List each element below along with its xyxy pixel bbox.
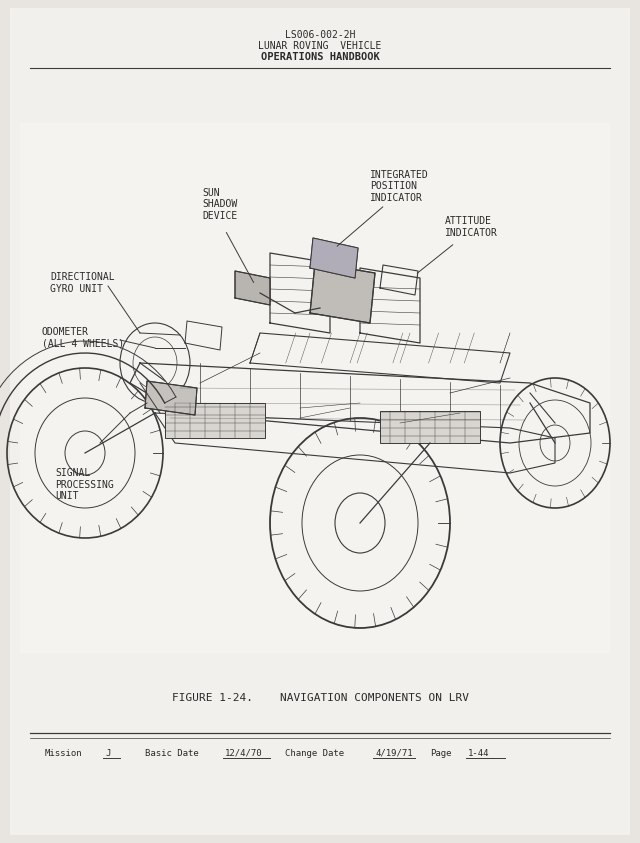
Polygon shape bbox=[235, 271, 270, 305]
Bar bbox=[165, 403, 265, 438]
Text: Page: Page bbox=[430, 749, 451, 758]
Text: Mission: Mission bbox=[45, 749, 83, 758]
Text: 4/19/71: 4/19/71 bbox=[375, 749, 413, 758]
Text: ATTITUDE
INDICATOR: ATTITUDE INDICATOR bbox=[445, 217, 498, 238]
Text: INTEGRATED
POSITION
INDICATOR: INTEGRATED POSITION INDICATOR bbox=[370, 169, 429, 203]
Text: LS006-002-2H: LS006-002-2H bbox=[285, 30, 355, 40]
Polygon shape bbox=[310, 238, 358, 278]
Text: J: J bbox=[105, 749, 110, 758]
Text: SUN
SHADOW
DEVICE: SUN SHADOW DEVICE bbox=[202, 188, 237, 221]
Text: FIGURE 1-24.    NAVIGATION COMPONENTS ON LRV: FIGURE 1-24. NAVIGATION COMPONENTS ON LR… bbox=[172, 693, 468, 703]
Text: SIGNAL
PROCESSING
UNIT: SIGNAL PROCESSING UNIT bbox=[55, 468, 114, 502]
Polygon shape bbox=[310, 263, 375, 323]
Text: OPERATIONS HANDBOOK: OPERATIONS HANDBOOK bbox=[260, 52, 380, 62]
Text: DIRECTIONAL
GYRO UNIT: DIRECTIONAL GYRO UNIT bbox=[50, 272, 115, 294]
Text: Basic Date: Basic Date bbox=[145, 749, 199, 758]
Text: Change Date: Change Date bbox=[285, 749, 344, 758]
Text: ODOMETER
(ALL 4 WHEELS): ODOMETER (ALL 4 WHEELS) bbox=[42, 327, 124, 349]
Text: 1-44: 1-44 bbox=[468, 749, 490, 758]
Text: LUNAR ROVING  VEHICLE: LUNAR ROVING VEHICLE bbox=[259, 41, 381, 51]
Text: 12/4/70: 12/4/70 bbox=[225, 749, 262, 758]
Bar bbox=[380, 411, 480, 443]
Polygon shape bbox=[145, 381, 197, 415]
Bar bbox=[20, 123, 610, 653]
